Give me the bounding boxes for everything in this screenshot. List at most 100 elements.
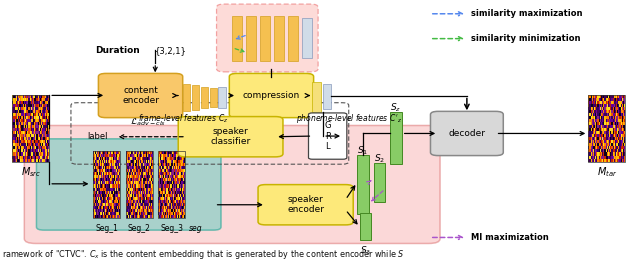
- Bar: [136, 151, 137, 154]
- Bar: [138, 206, 140, 209]
- Bar: [137, 188, 138, 190]
- Bar: [24, 131, 25, 134]
- Bar: [614, 125, 615, 128]
- Bar: [152, 184, 153, 188]
- Bar: [150, 181, 151, 184]
- Bar: [612, 122, 614, 125]
- Bar: [608, 140, 609, 143]
- Bar: [144, 188, 145, 190]
- Bar: [607, 125, 608, 128]
- Bar: [130, 172, 131, 175]
- Bar: [109, 169, 110, 172]
- Bar: [166, 172, 167, 175]
- Bar: [595, 146, 596, 149]
- Bar: [159, 166, 160, 169]
- Bar: [600, 149, 601, 153]
- Bar: [137, 212, 138, 215]
- Bar: [609, 98, 611, 101]
- Bar: [595, 149, 596, 153]
- Bar: [40, 107, 42, 110]
- Bar: [22, 107, 24, 110]
- Bar: [170, 172, 171, 175]
- Bar: [168, 206, 169, 209]
- Bar: [179, 154, 180, 157]
- Bar: [15, 113, 17, 116]
- Bar: [44, 140, 45, 143]
- Bar: [127, 175, 128, 178]
- Bar: [200, 87, 208, 108]
- Bar: [129, 184, 131, 188]
- Bar: [174, 194, 175, 197]
- Bar: [103, 175, 104, 178]
- Bar: [184, 172, 186, 175]
- Bar: [100, 215, 101, 218]
- Bar: [28, 113, 29, 116]
- Bar: [15, 125, 16, 128]
- Bar: [594, 101, 595, 104]
- Bar: [22, 134, 23, 137]
- Bar: [113, 163, 115, 166]
- Bar: [105, 200, 106, 203]
- Bar: [163, 196, 164, 200]
- Bar: [612, 153, 614, 155]
- Bar: [42, 125, 44, 128]
- Bar: [595, 95, 596, 98]
- Bar: [166, 166, 167, 169]
- Bar: [22, 155, 23, 159]
- Bar: [113, 166, 114, 169]
- Bar: [164, 163, 165, 166]
- Bar: [29, 110, 31, 113]
- Bar: [610, 140, 612, 143]
- Bar: [29, 159, 31, 161]
- Bar: [137, 190, 138, 194]
- Bar: [588, 98, 589, 101]
- Bar: [26, 119, 28, 122]
- Bar: [143, 203, 145, 206]
- Bar: [106, 212, 107, 215]
- Bar: [47, 131, 48, 134]
- Bar: [93, 154, 94, 157]
- Bar: [143, 196, 145, 200]
- Bar: [146, 215, 147, 218]
- Bar: [45, 128, 47, 131]
- Bar: [150, 151, 151, 154]
- Bar: [608, 122, 609, 125]
- Bar: [179, 209, 180, 212]
- Bar: [173, 206, 175, 209]
- Bar: [160, 178, 161, 181]
- Bar: [111, 190, 112, 194]
- Bar: [97, 169, 99, 172]
- Bar: [609, 116, 611, 119]
- Bar: [20, 107, 22, 110]
- Bar: [131, 154, 132, 157]
- Bar: [614, 107, 615, 110]
- Bar: [161, 215, 162, 218]
- Bar: [96, 169, 97, 172]
- Bar: [40, 116, 42, 119]
- Bar: [152, 181, 153, 184]
- Bar: [105, 169, 106, 172]
- Bar: [177, 209, 178, 212]
- Bar: [163, 188, 164, 190]
- Bar: [100, 154, 101, 157]
- Bar: [151, 184, 152, 188]
- Bar: [175, 166, 176, 169]
- Bar: [41, 113, 42, 116]
- Bar: [15, 95, 17, 98]
- Bar: [594, 128, 595, 131]
- Bar: [601, 125, 602, 128]
- Bar: [36, 155, 38, 159]
- Bar: [97, 154, 98, 157]
- Bar: [118, 188, 120, 190]
- Bar: [31, 119, 32, 122]
- Bar: [100, 206, 101, 209]
- Bar: [180, 154, 181, 157]
- Bar: [102, 157, 104, 160]
- Bar: [168, 181, 170, 184]
- Bar: [616, 116, 618, 119]
- Bar: [42, 116, 44, 119]
- Bar: [604, 146, 606, 149]
- Bar: [113, 172, 114, 175]
- Bar: [18, 128, 19, 131]
- Bar: [20, 119, 22, 122]
